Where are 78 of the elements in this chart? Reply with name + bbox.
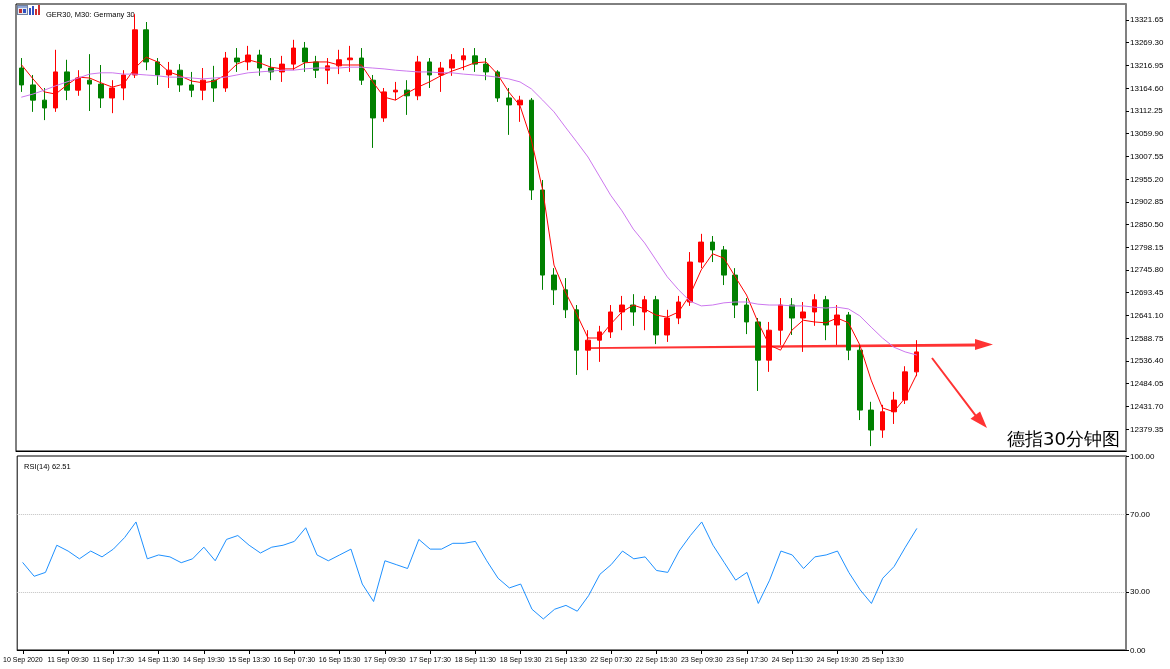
y-tick-label: 13269.30: [1130, 38, 1164, 48]
y-tick-label: 12745.80: [1130, 265, 1164, 275]
y-tick-label: 13164.60: [1130, 83, 1164, 93]
y-tick-label: 13007.55: [1130, 151, 1164, 161]
candlestick: [551, 267, 557, 306]
candlestick: [257, 49, 262, 77]
y-tick-label: 70.00: [1130, 509, 1151, 519]
candlestick: [687, 251, 693, 307]
candlestick: [155, 57, 160, 86]
candlestick: [902, 365, 908, 405]
y-tick-label: 12536.40: [1130, 356, 1164, 366]
candlestick: [393, 81, 398, 101]
candlestick: [166, 61, 172, 89]
y-tick-label: 12484.05: [1130, 379, 1164, 389]
candlestick: [812, 293, 817, 327]
y-tick-label: 12902.85: [1130, 197, 1164, 207]
y-tick-label: 0.00: [1130, 645, 1147, 655]
candlestick: [834, 304, 840, 346]
candlestick: [98, 64, 104, 109]
y-tick-label: 12798.15: [1130, 242, 1164, 252]
y-tick-label: 12850.50: [1130, 220, 1164, 230]
y-tick-label: 13059.90: [1130, 129, 1164, 139]
candlestick: [506, 87, 512, 136]
candlestick: [370, 74, 376, 149]
candlestick: [597, 325, 602, 363]
candlestick: [540, 179, 545, 291]
candlestick: [574, 304, 579, 376]
y-tick-label: 13112.25: [1130, 106, 1164, 116]
candlestick: [766, 321, 772, 373]
y-tick-label: 12431.70: [1130, 401, 1164, 411]
candlestick: [755, 317, 761, 392]
candlestick: [200, 67, 206, 101]
candlestick: [710, 235, 715, 263]
candlestick: [846, 311, 851, 361]
candlestick: [438, 61, 444, 93]
candlestick: [42, 87, 47, 121]
candlestick: [676, 295, 681, 325]
candlestick: [789, 297, 795, 336]
candlestick: [517, 95, 523, 123]
candlestick: [778, 297, 783, 346]
candlestick: [87, 53, 92, 112]
candlestick: [189, 71, 194, 98]
candlestick: [619, 295, 625, 331]
candlestick: [381, 87, 387, 123]
y-tick-label: 30.00: [1130, 587, 1151, 597]
candlestick: [472, 47, 478, 73]
candlestick: [234, 47, 240, 73]
y-tick-label: 100.00: [1130, 451, 1156, 461]
candlestick: [868, 401, 874, 447]
line-series: [21, 66, 917, 356]
candlestick: [121, 69, 126, 101]
candlestick: [529, 97, 534, 201]
candlestick: [744, 297, 749, 335]
candlestick: [800, 301, 806, 353]
candlestick: [19, 57, 24, 93]
y-tick-label: 12955.20: [1130, 174, 1164, 184]
y-tick-label: 13216.95: [1130, 60, 1164, 70]
line-series: [22, 521, 918, 620]
y-tick-label: 13321.65: [1130, 15, 1164, 25]
y-tick-label: 12379.35: [1130, 424, 1164, 434]
y-tick-label: 12641.10: [1130, 310, 1164, 320]
candlestick: [653, 295, 659, 345]
candlestick: [721, 245, 727, 286]
y-tick-label: 12693.45: [1130, 288, 1164, 298]
candlestick: [857, 344, 863, 421]
candlestick: [143, 21, 149, 71]
annotation: 德指30分钟图: [1007, 427, 1120, 449]
candlestick: [30, 74, 36, 113]
candlestick: [75, 69, 81, 97]
candlestick: [642, 295, 647, 331]
candlestick: [664, 309, 670, 343]
candlestick: [585, 329, 591, 371]
candlestick: [302, 41, 308, 73]
candlestick: [608, 304, 613, 339]
candlestick: [698, 233, 704, 269]
candlestick: [109, 79, 115, 114]
candlestick: [483, 57, 489, 81]
y-tick-label: 12588.75: [1130, 333, 1164, 343]
